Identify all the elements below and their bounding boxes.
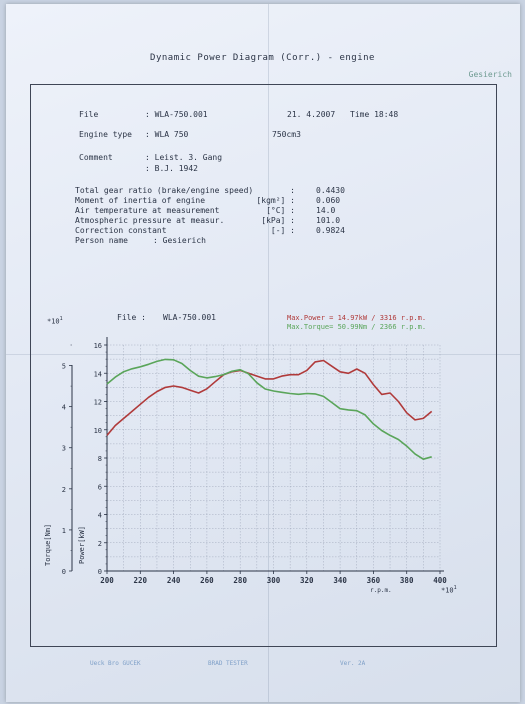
param-value: 14.0 [316,206,336,215]
engine-type-value: : WLA 750 [145,130,189,139]
file-label: File [79,110,99,119]
displacement: 750cm3 [272,130,301,139]
y-multiplier: *101 [47,316,63,326]
x-unit-label: r.p.m. [370,587,392,594]
power-curve [106,359,433,436]
param-label: Total gear ratio (brake/engine speed) [75,186,254,195]
person-name-label: Person name [75,236,128,245]
report-time: Time 18:48 [350,110,399,119]
param-label: Correction constant [75,226,167,235]
file-value: : WLA-750.001 [145,110,208,119]
param-unit: [kPa] : [261,216,295,225]
x-tick-label: 360 [367,576,381,585]
max-power-label: Max.Power = 14.97kW / 3316 r.p.m. [287,314,427,322]
chart-tick-labels: 200 220 240 260 280 300 320 340 360 380 4000246810… [62,342,447,585]
power-tick-label: 2 [98,540,102,548]
x-tick-label: 380 [400,576,414,585]
chart-axes [69,337,444,574]
document-title: Dynamic Power Diagram (Corr.) - engine [150,53,375,63]
torque-tick-label: 5 [62,363,66,371]
fold-line-horizontal [6,354,520,355]
fold-line-vertical [268,4,269,702]
comment-line-2: : B.J. 1942 [145,164,198,173]
param-value: 0.060 [316,196,341,205]
x-tick-label: 320 [300,576,314,585]
torque-curve [106,358,432,461]
power-tick-label: 16 [94,342,102,350]
param-unit: : [290,186,295,195]
comment-line-1: : Leist. 3. Gang [145,153,223,162]
report-date: 21. 4.2007 [287,110,336,119]
max-torque-label: Max.Torque= 50.99Nm / 2366 r.p.m. [287,323,427,331]
power-tick-label: 10 [94,427,102,435]
x-tick-label: 260 [200,576,214,585]
power-tick-label: 0 [98,568,102,576]
torque-tick-label: 3 [62,445,66,453]
param-label: Atmospheric pressure at measur. [75,216,225,225]
engine-type-label: Engine type [79,130,132,139]
x-tick-label: 280 [233,576,247,585]
torque-tick-label: 0 [62,568,66,576]
x-multiplier: *101 [441,585,457,595]
footer-left: Ueck Bro GUCEK [90,660,141,667]
power-tick-label: 6 [98,483,102,491]
torque-tick-label: 4 [62,404,66,412]
param-value: 0.4430 [316,186,345,195]
x-tick-label: 400 [433,576,447,585]
chart-series [106,358,433,461]
power-tick-label: 4 [98,512,102,520]
param-unit: [°C] : [266,206,295,215]
param-unit: [-] : [270,226,295,235]
param-label: Air temperature at measurement [75,206,220,215]
person-name-value: : Gesierich [153,236,206,245]
footer-middle: BRAD TESTER [208,660,248,667]
chart-file-value: WLA-750.001 [163,313,216,322]
company-name: Gesierich [468,70,512,79]
power-tick-label: 8 [98,455,102,463]
chart-file-label: File : [117,313,146,322]
comment-label: Comment [79,153,113,162]
param-label: Moment of inertia of engine [75,196,206,205]
power-tick-label: 14 [94,370,102,378]
torque-tick-label: 2 [62,486,66,494]
paper-sheet [6,4,520,702]
footer-right: Ver. 2A [340,660,366,667]
x-tick-label: 200 [100,576,114,585]
x-tick-label: 240 [167,576,181,585]
param-value: 101.0 [316,216,341,225]
x-tick-label: 220 [134,576,148,585]
x-tick-label: 300 [267,576,281,585]
torque-tick-label: 1 [62,527,66,535]
x-tick-label: 340 [333,576,347,585]
report-frame [30,84,497,647]
param-unit: [kgm²] : [256,196,295,205]
power-tick-label: 12 [94,399,102,407]
param-value: 0.9824 [316,226,345,235]
